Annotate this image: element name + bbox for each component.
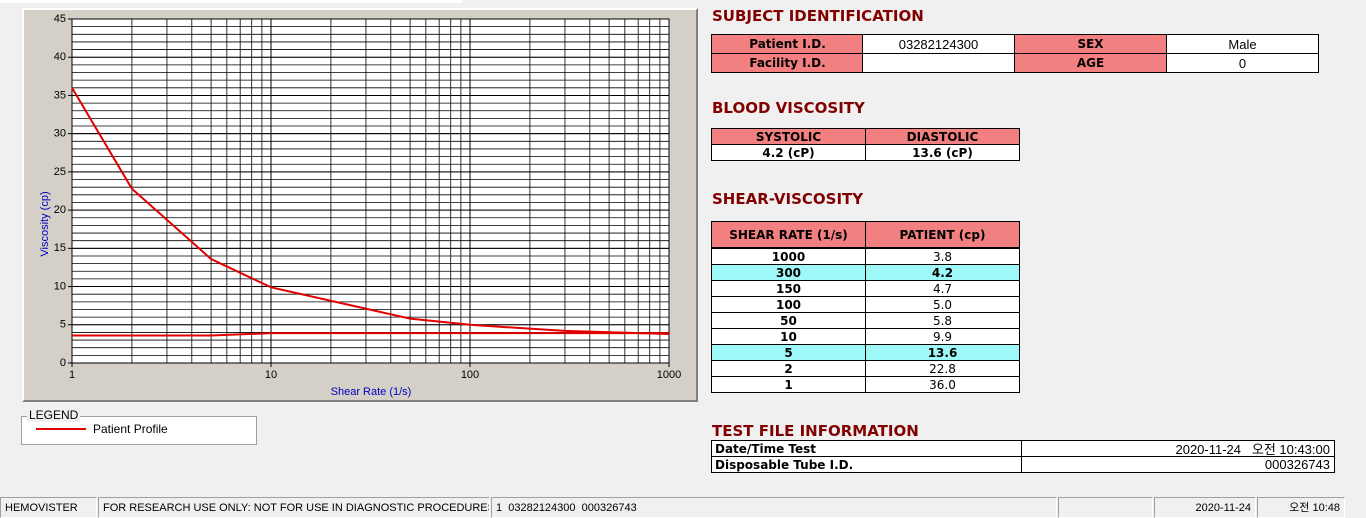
field-value: 0 <box>1166 53 1319 73</box>
y-tick-label: 40 <box>54 51 66 63</box>
y-tick-label: 25 <box>54 166 66 178</box>
field-value: 000326743 <box>1021 456 1335 473</box>
series-line <box>72 332 669 337</box>
x-tick-label: 1 <box>69 369 75 381</box>
status-cell: 2020-11-24 <box>1154 497 1256 518</box>
y-tick-label: 35 <box>54 89 66 101</box>
table-cell: 9.9 <box>865 328 1020 345</box>
field-value: 03282124300 <box>862 34 1015 54</box>
section-title: BLOOD VISCOSITY <box>712 99 865 117</box>
status-cell: 1 03282124300 000326743 <box>491 497 1057 518</box>
x-tick-label: 1000 <box>657 369 681 381</box>
tab-strip <box>0 0 462 3</box>
table-cell: 5.8 <box>865 312 1020 329</box>
table-cell: 22.8 <box>865 360 1020 377</box>
status-cell: HEMOVISTER <box>0 497 97 518</box>
table-cell: 150 <box>711 280 866 297</box>
report: SUBJECT IDENTIFICATION Patient I.D. 032821… <box>711 7 1335 473</box>
field-label: Facility I.D. <box>711 53 864 73</box>
field-label: SEX <box>1014 34 1167 54</box>
y-tick-label: 45 <box>54 13 66 25</box>
y-tick-label: 20 <box>54 204 66 216</box>
table-cell: 4.2 (cP) <box>711 144 866 161</box>
table-cell: 2 <box>711 360 866 377</box>
table-cell: 13.6 (cP) <box>865 144 1020 161</box>
legend-label: Patient Profile <box>93 422 168 436</box>
field-label: Disposable Tube I.D. <box>711 456 1022 473</box>
plot-area <box>72 19 669 363</box>
legend-entry: Patient Profile <box>36 422 168 436</box>
table-cell: 5 <box>711 344 866 361</box>
plot-border <box>71 18 670 364</box>
status-separator <box>1058 497 1153 518</box>
table-cell: 10 <box>711 328 866 345</box>
table-cell: 300 <box>711 264 866 281</box>
y-tick-label: 30 <box>54 128 66 140</box>
field-label: AGE <box>1014 53 1167 73</box>
legend-title: LEGEND <box>27 408 81 422</box>
section-title: SHEAR-VISCOSITY <box>712 190 864 208</box>
y-tick-label: 0 <box>60 357 66 369</box>
table-cell: 3.8 <box>865 248 1020 265</box>
chart: Viscosity (cp) Shear Rate (1/s) 0 5 10 15 20… <box>39 13 681 398</box>
y-tick-label: 5 <box>60 319 66 331</box>
table-header: SHEAR RATE (1/s) <box>711 221 866 248</box>
table-cell: 13.6 <box>865 344 1020 361</box>
table-cell: 1 <box>711 376 866 393</box>
y-tick-label: 15 <box>54 242 66 254</box>
legend-items: Patient Profile <box>36 422 168 436</box>
section-title: SUBJECT IDENTIFICATION <box>712 7 924 25</box>
section-title: TEST FILE INFORMATION <box>712 422 919 440</box>
status-cell: FOR RESEARCH USE ONLY: NOT FOR USE IN DI… <box>98 497 490 518</box>
table-cell: 4.7 <box>865 280 1020 297</box>
field-value: 2020-11-24 오전 10:43:00 <box>1021 440 1335 457</box>
table-cell: 5.0 <box>865 296 1020 313</box>
x-tick-label: 100 <box>461 369 479 381</box>
field-label: Patient I.D. <box>711 34 864 54</box>
field-value <box>862 53 1015 73</box>
table-header: SYSTOLIC <box>711 128 866 145</box>
table-header: PATIENT (cp) <box>865 221 1020 248</box>
legend-swatch <box>36 428 86 430</box>
table-header: DIASTOLIC <box>865 128 1020 145</box>
field-label: Date/Time Test <box>711 440 1022 457</box>
field-value: Male <box>1166 34 1319 54</box>
table-cell: 100 <box>711 296 866 313</box>
y-tick-label: 10 <box>54 280 66 292</box>
y-axis-label: Viscosity (cp) <box>39 191 51 256</box>
table-cell: 36.0 <box>865 376 1020 393</box>
status-cell: 오전 10:48 <box>1257 497 1345 518</box>
table-cell: 4.2 <box>865 264 1020 281</box>
table-cell: 1000 <box>711 248 866 265</box>
series-line <box>71 87 670 335</box>
table-cell: 50 <box>711 312 866 329</box>
x-axis-label: Shear Rate (1/s) <box>331 386 412 398</box>
x-tick-label: 10 <box>265 369 277 381</box>
